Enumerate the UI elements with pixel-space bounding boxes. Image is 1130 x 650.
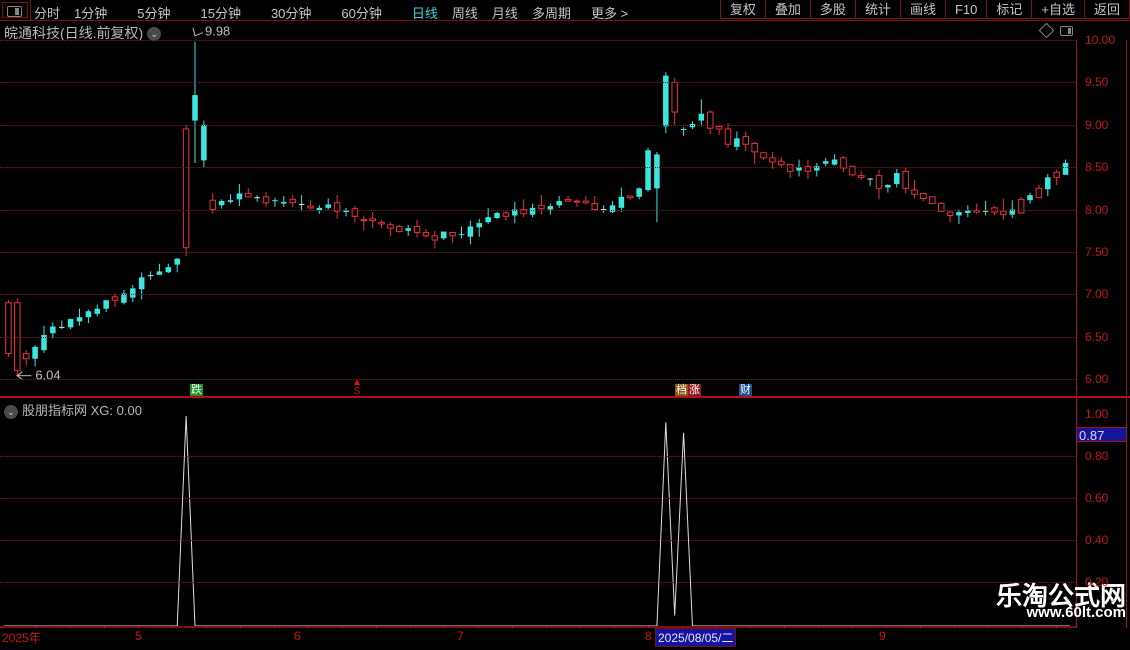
svg-text:6.04: 6.04 <box>35 368 60 383</box>
svg-text:9.98: 9.98 <box>205 24 230 39</box>
